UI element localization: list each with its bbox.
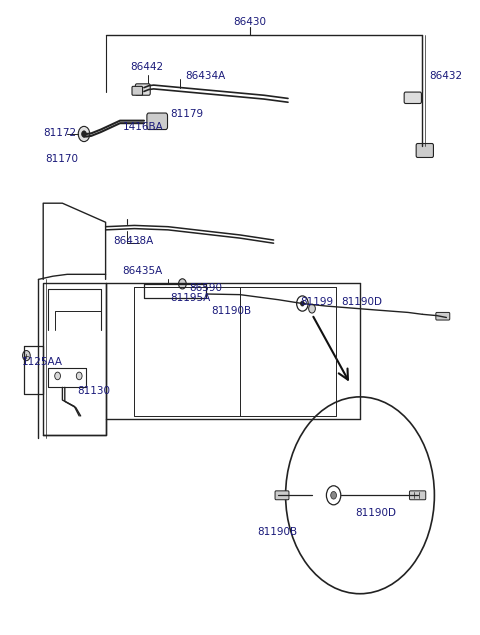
Text: 81172: 81172	[43, 128, 76, 138]
Circle shape	[309, 304, 315, 313]
Text: 86434A: 86434A	[185, 71, 225, 81]
Circle shape	[179, 279, 186, 289]
Circle shape	[300, 301, 304, 306]
FancyBboxPatch shape	[275, 491, 289, 500]
Text: 81190B: 81190B	[211, 306, 252, 316]
Circle shape	[76, 372, 82, 380]
Text: 1125AA: 1125AA	[22, 357, 62, 367]
FancyBboxPatch shape	[404, 92, 421, 104]
FancyBboxPatch shape	[409, 491, 426, 500]
Circle shape	[23, 351, 30, 361]
FancyBboxPatch shape	[416, 144, 433, 157]
Text: 81170: 81170	[46, 154, 79, 164]
Text: 81190D: 81190D	[341, 297, 382, 307]
Text: 81190B: 81190B	[257, 527, 297, 537]
Circle shape	[326, 486, 341, 505]
FancyArrowPatch shape	[313, 317, 348, 380]
Text: 81179: 81179	[170, 109, 204, 119]
Text: 81199: 81199	[300, 297, 333, 307]
Text: 81130: 81130	[77, 385, 110, 396]
Text: 1416BA: 1416BA	[122, 122, 163, 132]
Text: 86590: 86590	[190, 283, 223, 293]
Text: 86435A: 86435A	[122, 265, 163, 276]
Circle shape	[297, 296, 308, 311]
FancyBboxPatch shape	[147, 113, 168, 130]
Text: 86438A: 86438A	[113, 236, 153, 246]
Text: 86430: 86430	[233, 17, 266, 27]
Circle shape	[331, 491, 336, 499]
Text: 86442: 86442	[130, 62, 163, 72]
Circle shape	[286, 397, 434, 594]
FancyBboxPatch shape	[436, 312, 450, 320]
Text: 81195A: 81195A	[170, 293, 211, 304]
FancyBboxPatch shape	[132, 86, 143, 95]
Text: 86432: 86432	[430, 71, 463, 81]
Circle shape	[78, 126, 90, 142]
Circle shape	[55, 372, 60, 380]
FancyBboxPatch shape	[135, 84, 150, 95]
Circle shape	[82, 131, 86, 137]
Text: 81190D: 81190D	[355, 508, 396, 518]
